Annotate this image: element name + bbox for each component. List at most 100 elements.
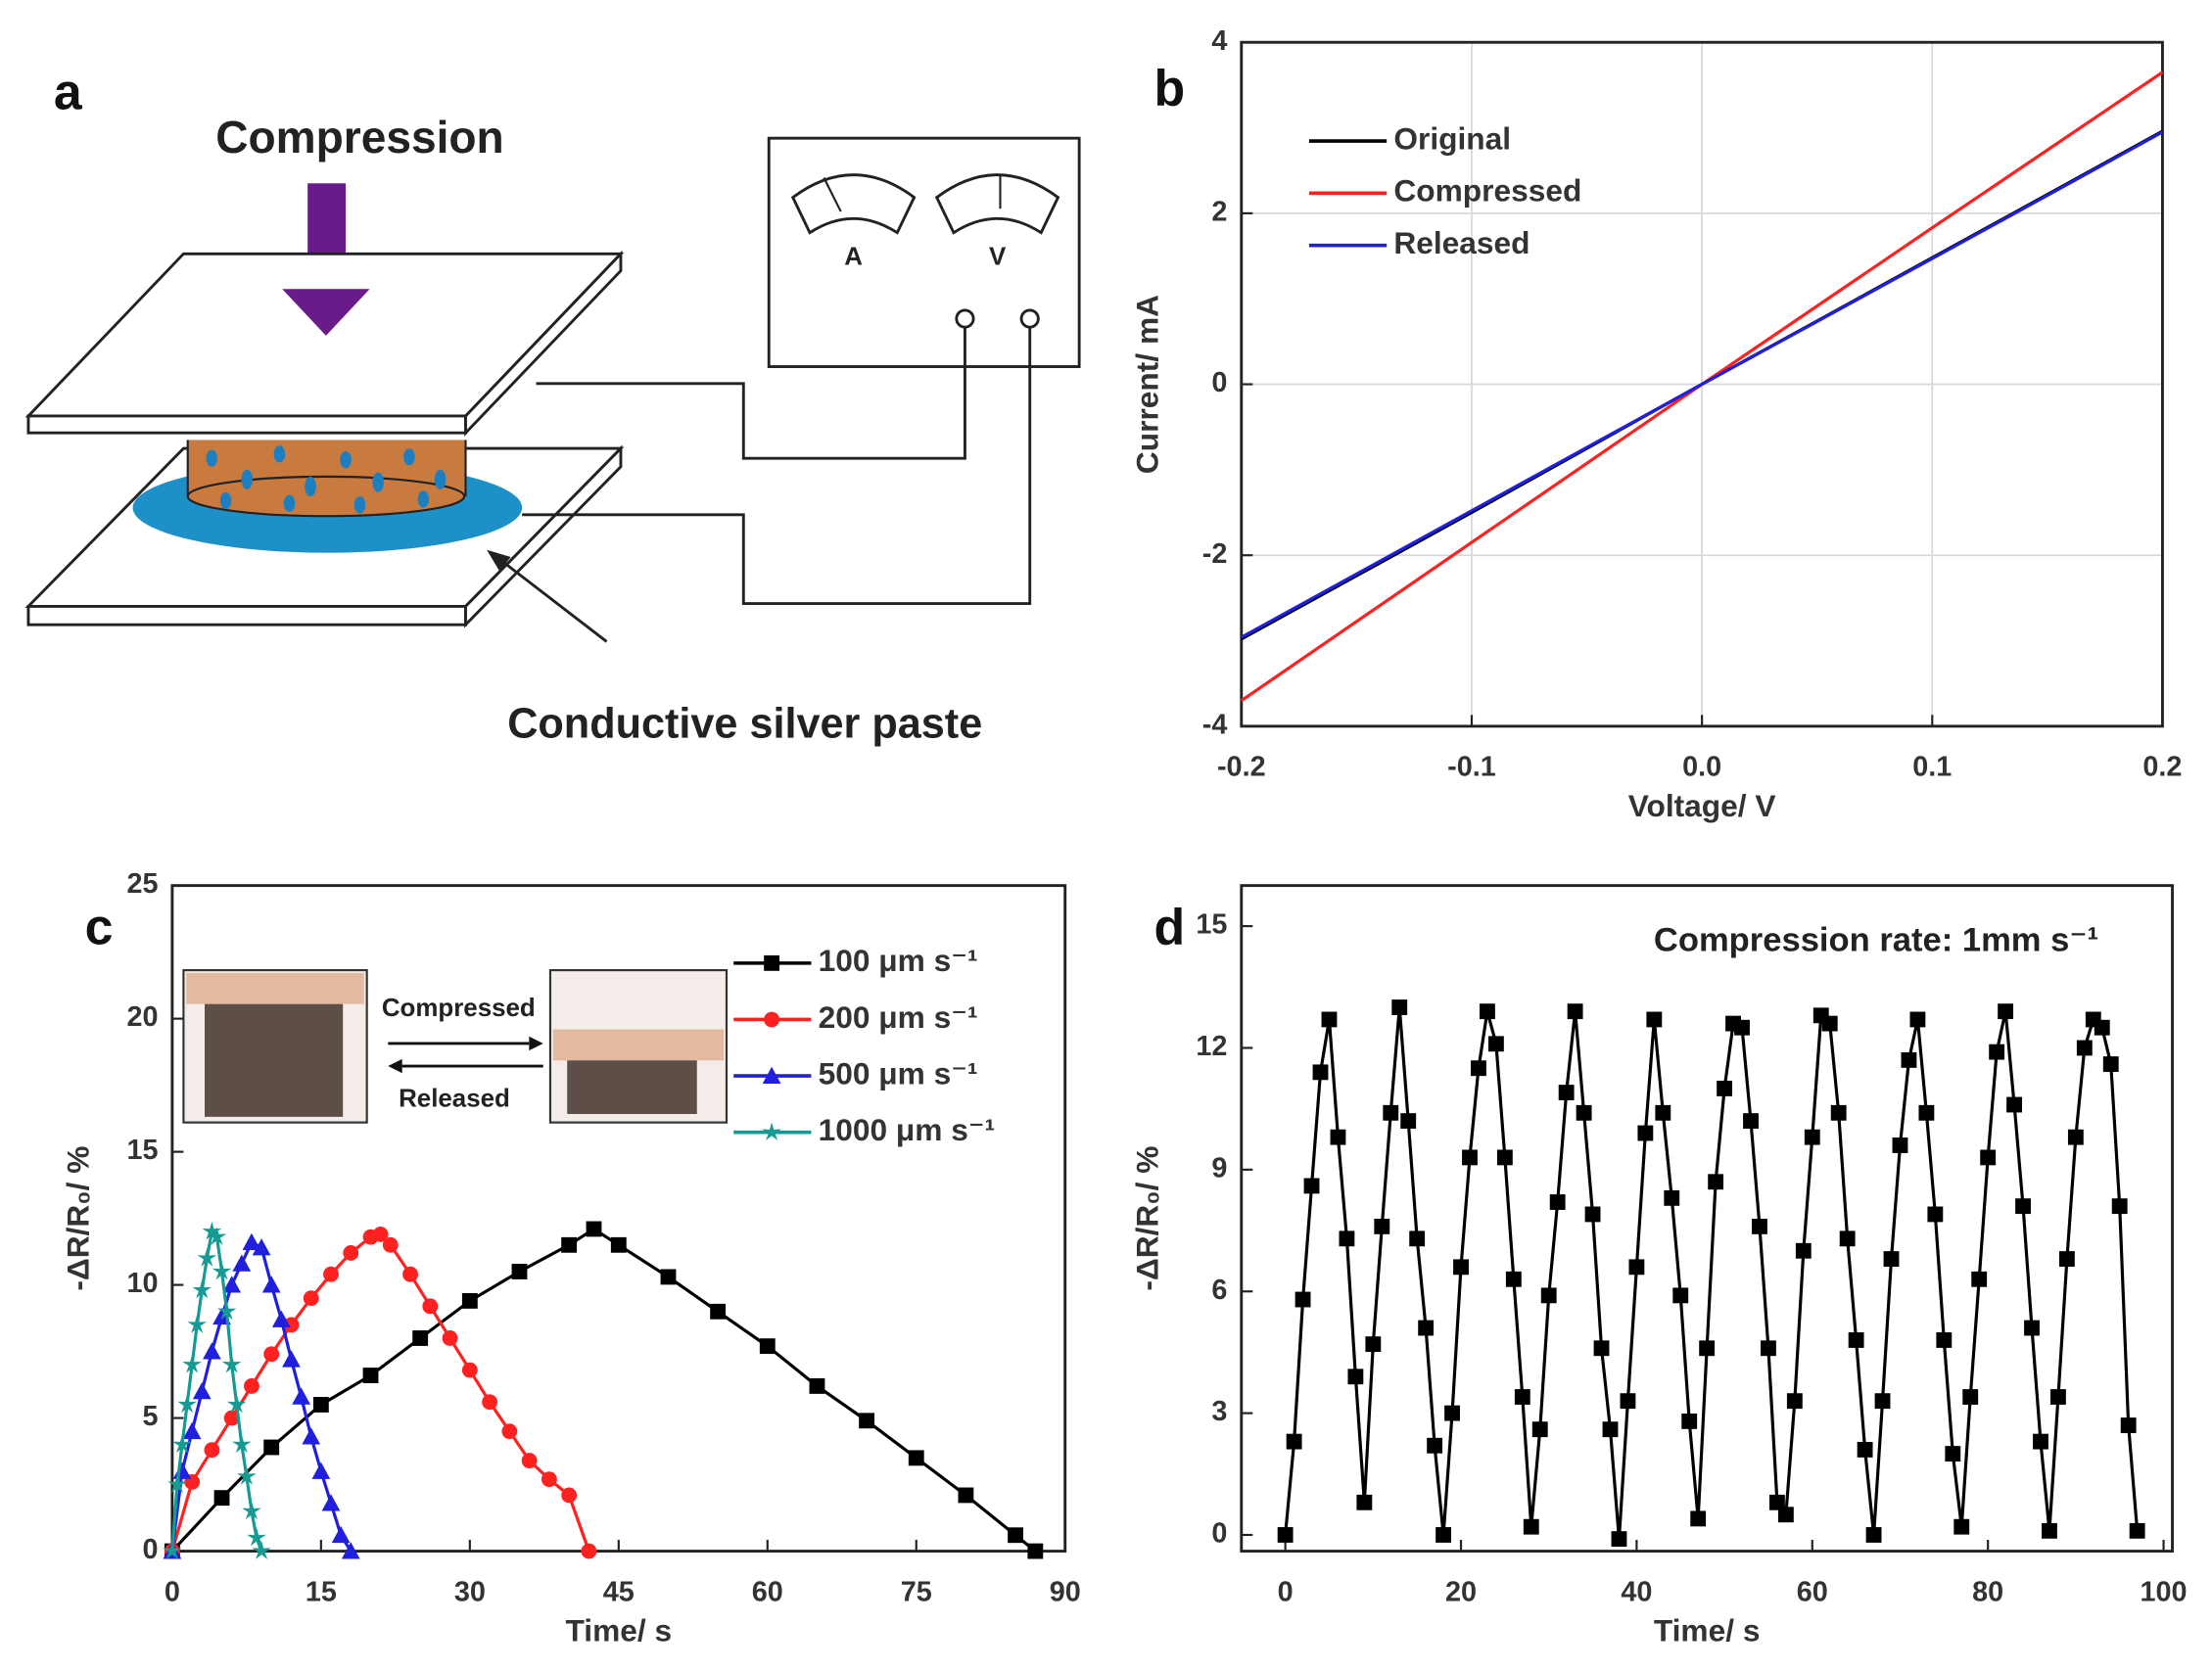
- marker: [192, 1279, 212, 1299]
- marker: [1549, 1194, 1566, 1210]
- marker: [1777, 1507, 1794, 1523]
- marker: [2076, 1040, 2093, 1056]
- sample-pores: [206, 445, 447, 514]
- marker: [1708, 1174, 1724, 1190]
- marker: [1471, 1060, 1486, 1077]
- marker: [172, 1462, 192, 1479]
- marker: [1821, 1015, 1838, 1032]
- legend-label: 1000 μm s⁻¹: [819, 1112, 996, 1147]
- marker: [216, 1301, 237, 1321]
- x-axis-label: Time/ s: [565, 1612, 672, 1648]
- y-tick-label: -2: [1202, 538, 1228, 570]
- x-tick-label: 80: [1972, 1576, 2003, 1607]
- marker: [2094, 1019, 2110, 1036]
- marker: [1391, 999, 1408, 1015]
- marker: [1664, 1189, 1680, 1206]
- callout-label: Conductive silver paste: [507, 700, 982, 747]
- marker: [521, 1453, 538, 1469]
- photo-plate: [186, 972, 364, 1004]
- marker: [226, 1394, 247, 1414]
- marker: [261, 1276, 281, 1293]
- terminal: [1019, 308, 1040, 329]
- marker: [1690, 1510, 1707, 1527]
- x-tick-label: 0.1: [1912, 752, 1952, 783]
- marker: [1945, 1446, 1961, 1462]
- x-tick-label: 45: [603, 1576, 635, 1607]
- marker: [2050, 1389, 2066, 1405]
- legend-label: Compressed: [1393, 173, 1581, 209]
- marker: [461, 1292, 478, 1309]
- panel-c-inset: Compressed Released: [182, 968, 729, 1124]
- marker: [511, 1264, 528, 1279]
- panel-label: c: [85, 898, 114, 954]
- legend-label: 500 μm s⁻¹: [819, 1055, 978, 1091]
- marker: [1418, 1320, 1435, 1336]
- marker: [302, 1427, 321, 1445]
- marker: [2067, 1129, 2084, 1145]
- marker: [1971, 1271, 1988, 1287]
- marker: [292, 1387, 310, 1405]
- y-tick-label: 9: [1211, 1152, 1227, 1184]
- y-tick-label: 0: [142, 1534, 158, 1565]
- marker: [1400, 1113, 1417, 1130]
- marker: [762, 1122, 781, 1141]
- marker: [1989, 1044, 2005, 1060]
- marker: [1277, 1527, 1294, 1543]
- marker: [762, 1066, 781, 1085]
- needle: [823, 177, 842, 212]
- marker: [1514, 1389, 1530, 1405]
- x-tick-label: 0: [1278, 1576, 1294, 1607]
- marker: [232, 1434, 252, 1454]
- marker: [1409, 1230, 1426, 1247]
- marker: [1620, 1393, 1636, 1410]
- x-tick-label: 60: [1797, 1576, 1828, 1607]
- marker: [1998, 1003, 2014, 1020]
- arrow-head-front: [282, 289, 370, 336]
- marker: [1953, 1518, 1970, 1535]
- x-tick-label: 100: [2141, 1576, 2188, 1607]
- marker: [759, 1338, 776, 1355]
- marker: [2006, 1096, 2023, 1113]
- marker: [1839, 1230, 1856, 1247]
- marker: [1540, 1287, 1557, 1304]
- marker: [461, 1362, 478, 1378]
- marker: [1027, 1543, 1044, 1559]
- y-tick-label: 5: [142, 1401, 158, 1432]
- marker: [2015, 1198, 2031, 1215]
- y-axis-label: Current/ mA: [1130, 295, 1165, 474]
- marker: [422, 1298, 439, 1315]
- marker: [958, 1487, 974, 1504]
- marker: [207, 1227, 227, 1245]
- marker: [1294, 1291, 1311, 1308]
- x-tick-label: -0.2: [1217, 752, 1266, 783]
- marker: [1602, 1421, 1619, 1438]
- marker: [1576, 1104, 1592, 1121]
- marker: [2033, 1433, 2048, 1450]
- marker: [242, 1232, 261, 1250]
- x-tick-label: 30: [454, 1576, 486, 1607]
- marker: [271, 1310, 291, 1327]
- marker: [167, 1474, 187, 1493]
- marker: [764, 954, 780, 971]
- marker: [1874, 1393, 1891, 1410]
- marker: [1427, 1437, 1443, 1454]
- marker: [303, 1290, 319, 1307]
- marker: [343, 1245, 359, 1261]
- y-tick-label: -4: [1202, 709, 1228, 740]
- top-plate-edge: [26, 414, 467, 435]
- annotation: Compression rate: 1mm s⁻¹: [1654, 921, 2098, 958]
- marker: [311, 1462, 331, 1479]
- x-axis-label: Time/ s: [1654, 1612, 1761, 1648]
- marker: [1339, 1230, 1355, 1247]
- marker: [341, 1542, 360, 1559]
- marker: [1637, 1125, 1654, 1141]
- marker: [1962, 1389, 1979, 1405]
- marker: [1761, 1340, 1776, 1357]
- series-line: [170, 1227, 1037, 1553]
- marker: [1584, 1206, 1601, 1223]
- marker: [1909, 1011, 1926, 1028]
- marker: [282, 1350, 301, 1368]
- series-line: [1241, 130, 2164, 639]
- marker: [323, 1266, 339, 1282]
- marker: [501, 1423, 518, 1440]
